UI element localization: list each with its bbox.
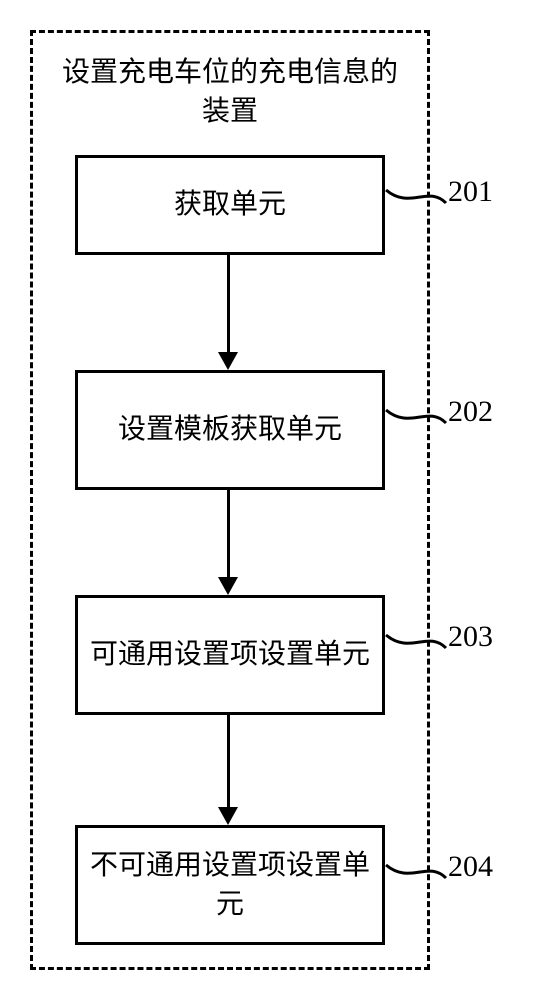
node-label: 获取单元 <box>174 185 286 224</box>
edge-line <box>227 255 230 354</box>
edge-arrowhead <box>218 577 238 595</box>
callout-curve <box>381 610 451 673</box>
node-number-203: 203 <box>448 620 493 654</box>
node-number-201: 201 <box>448 175 493 209</box>
node-number-204: 204 <box>448 850 493 884</box>
diagram-title: 设置充电车位的充电信息的装置 <box>53 53 408 131</box>
node-label: 设置模板获取单元 <box>118 410 342 449</box>
callout-curve <box>381 385 451 448</box>
node-label: 不可通用设置项设置单元 <box>88 846 372 924</box>
node-acquire-unit: 获取单元 <box>75 155 385 255</box>
edge-line <box>227 490 230 579</box>
edge-arrowhead <box>218 807 238 825</box>
callout-curve <box>381 165 451 228</box>
edge-arrowhead <box>218 352 238 370</box>
node-number-202: 202 <box>448 395 493 429</box>
node-label: 可通用设置项设置单元 <box>90 635 370 674</box>
node-nongeneric-setting-unit: 不可通用设置项设置单元 <box>75 825 385 945</box>
callout-curve <box>381 840 451 903</box>
node-generic-setting-unit: 可通用设置项设置单元 <box>75 595 385 715</box>
edge-line <box>227 715 230 809</box>
node-template-acquire-unit: 设置模板获取单元 <box>75 370 385 490</box>
